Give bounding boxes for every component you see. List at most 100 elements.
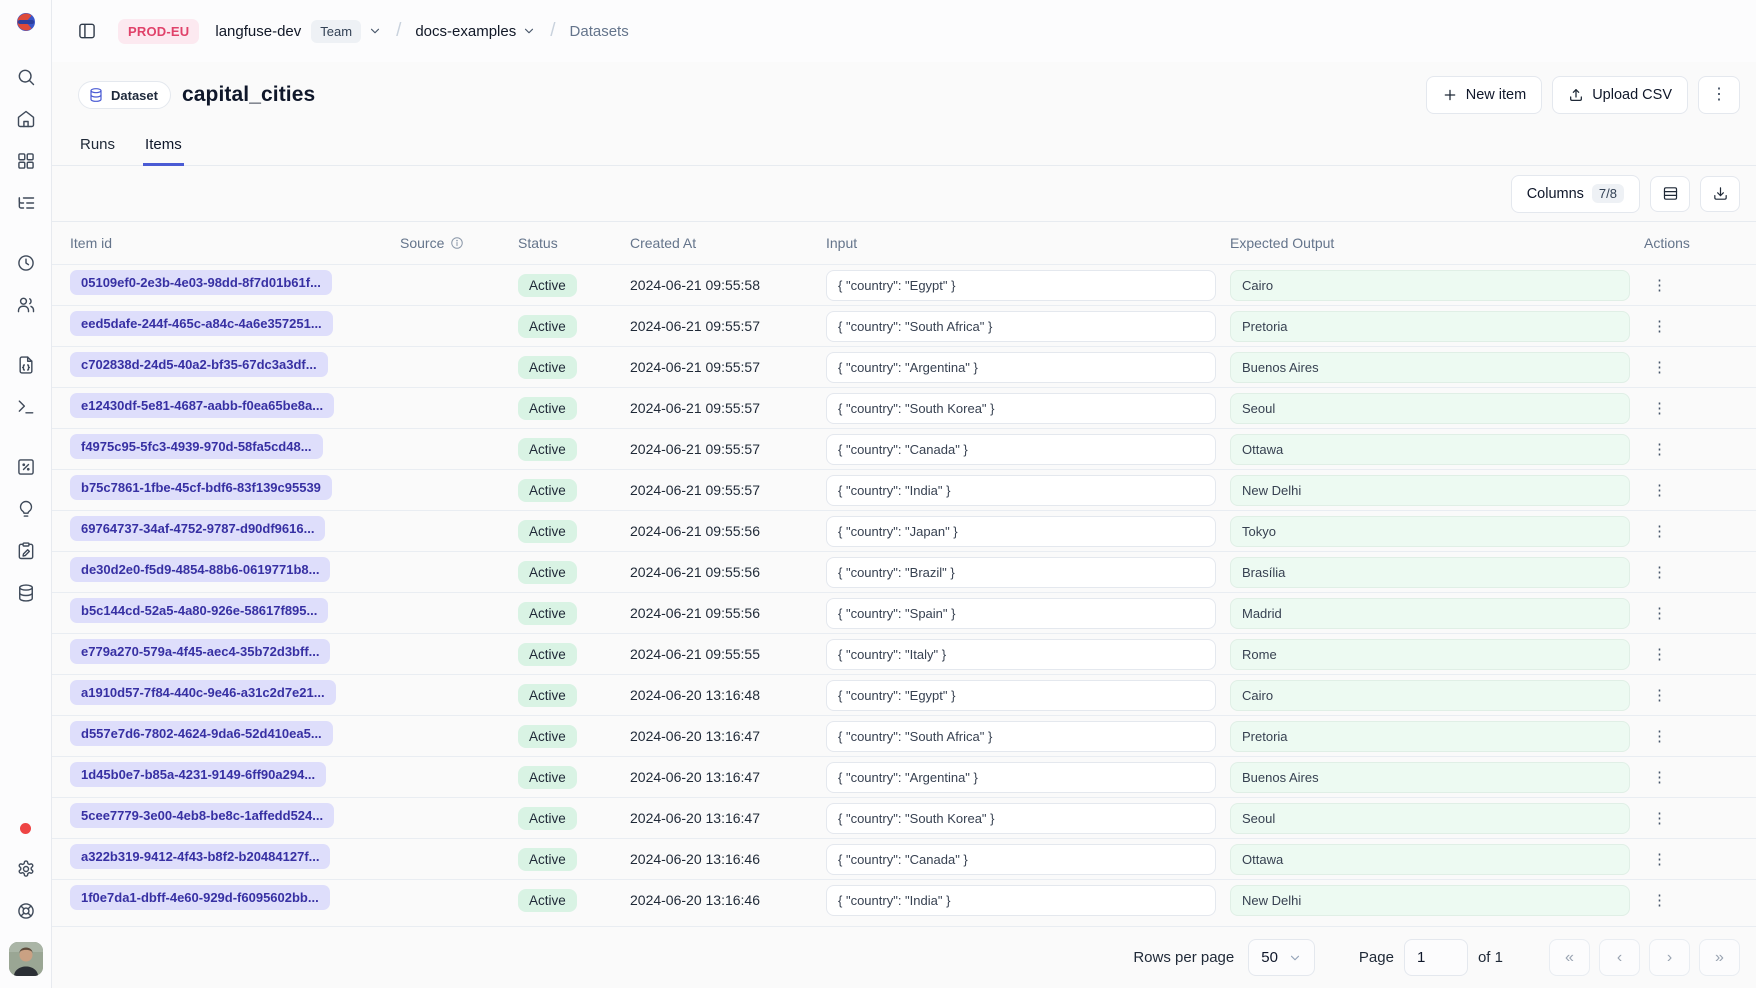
org-selector[interactable]: Team bbox=[311, 19, 382, 43]
tracing-tree-icon[interactable] bbox=[8, 185, 44, 221]
input-json-cell[interactable]: { "country": "South Africa" } bbox=[826, 310, 1216, 342]
row-actions-button[interactable]: ⋮ bbox=[1644, 889, 1675, 912]
row-actions-button[interactable]: ⋮ bbox=[1644, 643, 1675, 666]
row-actions-button[interactable]: ⋮ bbox=[1644, 479, 1675, 502]
item-id-link[interactable]: 5cee7779-3e00-4eb8-be8c-1affedd524... bbox=[70, 803, 335, 828]
item-id-link[interactable]: a322b319-9412-4f43-b8f2-b20484127f... bbox=[70, 844, 331, 869]
upload-csv-button[interactable]: Upload CSV bbox=[1552, 76, 1688, 114]
new-item-button[interactable]: New item bbox=[1425, 76, 1543, 114]
expected-output-cell[interactable]: Seoul bbox=[1230, 802, 1630, 834]
item-id-link[interactable]: b5c144cd-52a5-4a80-926e-58617f895... bbox=[70, 598, 329, 623]
org-name[interactable]: langfuse-dev bbox=[215, 22, 302, 40]
input-json-cell[interactable]: { "country": "South Korea" } bbox=[826, 392, 1216, 424]
user-avatar[interactable] bbox=[8, 942, 43, 976]
input-json-cell[interactable]: { "country": "India" } bbox=[826, 474, 1216, 506]
expected-output-cell[interactable]: Ottawa bbox=[1230, 843, 1630, 875]
input-json-cell[interactable]: { "country": "Spain" } bbox=[826, 597, 1216, 629]
row-actions-button[interactable]: ⋮ bbox=[1644, 397, 1675, 420]
expected-output-cell[interactable]: Tokyo bbox=[1230, 515, 1630, 547]
row-height-button[interactable] bbox=[1650, 175, 1690, 212]
settings-gear-icon[interactable] bbox=[8, 851, 44, 887]
rows-per-page-select[interactable]: 50 bbox=[1248, 939, 1315, 976]
expected-output-cell[interactable]: Ottawa bbox=[1230, 433, 1630, 465]
row-actions-button[interactable]: ⋮ bbox=[1644, 807, 1675, 830]
expected-output-cell[interactable]: New Delhi bbox=[1230, 884, 1630, 916]
row-actions-button[interactable]: ⋮ bbox=[1644, 438, 1675, 461]
expected-output-cell[interactable]: Brasília bbox=[1230, 556, 1630, 588]
input-json-cell[interactable]: { "country": "South Korea" } bbox=[826, 802, 1216, 834]
expected-output-cell[interactable]: Rome bbox=[1230, 638, 1630, 670]
status-badge: Active bbox=[518, 396, 577, 420]
breadcrumb-section[interactable]: Datasets bbox=[569, 22, 629, 40]
row-actions-button[interactable]: ⋮ bbox=[1644, 725, 1675, 748]
item-id-link[interactable]: a1910d57-7f84-440c-9e46-a31c2d7e21... bbox=[70, 680, 336, 705]
insights-lightbulb-icon[interactable] bbox=[8, 491, 44, 527]
row-actions-button[interactable]: ⋮ bbox=[1644, 766, 1675, 789]
input-json-cell[interactable]: { "country": "Argentina" } bbox=[826, 761, 1216, 793]
item-id-link[interactable]: e12430df-5e81-4687-aabb-f0ea65be8a... bbox=[70, 393, 335, 418]
expected-output-cell[interactable]: Seoul bbox=[1230, 392, 1630, 424]
expected-output-cell[interactable]: Cairo bbox=[1230, 679, 1630, 711]
input-json-cell[interactable]: { "country": "Japan" } bbox=[826, 515, 1216, 547]
expected-output-cell[interactable]: New Delhi bbox=[1230, 474, 1630, 506]
row-actions-button[interactable]: ⋮ bbox=[1644, 602, 1675, 625]
row-actions-button[interactable]: ⋮ bbox=[1644, 315, 1675, 338]
item-id-link[interactable]: f4975c95-5fc3-4939-970d-58fa5cd48... bbox=[70, 434, 323, 459]
previous-page-button[interactable]: ‹ bbox=[1599, 939, 1640, 976]
annotation-clipboard-icon[interactable] bbox=[8, 533, 44, 569]
item-id-link[interactable]: e779a270-579a-4f45-aec4-35b72d3bff... bbox=[70, 639, 331, 664]
item-id-link[interactable]: 69764737-34af-4752-9787-d90df9616... bbox=[70, 516, 326, 541]
dashboard-icon[interactable] bbox=[8, 143, 44, 179]
home-icon[interactable] bbox=[8, 101, 44, 137]
item-id-link[interactable]: 05109ef0-2e3b-4e03-98dd-8f7d01b61f... bbox=[70, 270, 332, 295]
tab-runs[interactable]: Runs bbox=[80, 136, 116, 153]
item-id-link[interactable]: eed5dafe-244f-465c-a84c-4a6e357251... bbox=[70, 311, 333, 336]
input-json-cell[interactable]: { "country": "South Africa" } bbox=[826, 720, 1216, 752]
expected-output-cell[interactable]: Cairo bbox=[1230, 269, 1630, 301]
row-actions-button[interactable]: ⋮ bbox=[1644, 356, 1675, 379]
input-json-cell[interactable]: { "country": "Canada" } bbox=[826, 843, 1216, 875]
columns-button[interactable]: Columns 7/8 bbox=[1510, 174, 1640, 213]
input-json-cell[interactable]: { "country": "Egypt" } bbox=[826, 679, 1216, 711]
input-json-cell[interactable]: { "country": "Egypt" } bbox=[826, 269, 1216, 301]
prompts-file-icon[interactable] bbox=[8, 347, 44, 383]
kebab-icon: ⋮ bbox=[1652, 768, 1667, 786]
expected-output-cell[interactable]: Buenos Aires bbox=[1230, 351, 1630, 383]
row-actions-button[interactable]: ⋮ bbox=[1644, 520, 1675, 543]
expected-output-cell[interactable]: Madrid bbox=[1230, 597, 1630, 629]
row-actions-button[interactable]: ⋮ bbox=[1644, 684, 1675, 707]
tab-items[interactable]: Items bbox=[143, 128, 184, 166]
support-lifebuoy-icon[interactable] bbox=[8, 893, 44, 929]
first-page-button[interactable]: « bbox=[1549, 939, 1590, 976]
sessions-clock-icon[interactable] bbox=[8, 245, 44, 281]
search-icon[interactable] bbox=[8, 59, 44, 95]
input-json-cell[interactable]: { "country": "Canada" } bbox=[826, 433, 1216, 465]
row-actions-button[interactable]: ⋮ bbox=[1644, 561, 1675, 584]
item-id-link[interactable]: de30d2e0-f5d9-4854-88b6-0619771b8... bbox=[70, 557, 331, 582]
input-json-cell[interactable]: { "country": "India" } bbox=[826, 884, 1216, 916]
input-json-cell[interactable]: { "country": "Brazil" } bbox=[826, 556, 1216, 588]
item-id-link[interactable]: c702838d-24d5-40a2-bf35-67dc3a3df... bbox=[70, 352, 328, 377]
input-json-cell[interactable]: { "country": "Argentina" } bbox=[826, 351, 1216, 383]
page-number-input[interactable] bbox=[1403, 939, 1468, 976]
expected-output-cell[interactable]: Buenos Aires bbox=[1230, 761, 1630, 793]
sidebar-toggle-button[interactable] bbox=[70, 14, 104, 48]
breadcrumb-project-selector[interactable]: docs-examples bbox=[415, 23, 536, 40]
expected-output-cell[interactable]: Pretoria bbox=[1230, 310, 1630, 342]
last-page-button[interactable]: » bbox=[1699, 939, 1740, 976]
item-id-link[interactable]: 1d45b0e7-b85a-4231-9149-6ff90a294... bbox=[70, 762, 327, 787]
input-json-cell[interactable]: { "country": "Italy" } bbox=[826, 638, 1216, 670]
item-id-link[interactable]: 1f0e7da1-dbff-4e60-929d-f6095602bb... bbox=[70, 885, 330, 910]
playground-terminal-icon[interactable] bbox=[8, 389, 44, 425]
next-page-button[interactable]: › bbox=[1649, 939, 1690, 976]
export-download-button[interactable] bbox=[1700, 175, 1740, 212]
item-id-link[interactable]: d557e7d6-7802-4624-9da6-52d410ea5... bbox=[70, 721, 333, 746]
item-id-link[interactable]: b75c7861-1fbe-45cf-bdf6-83f139c95539 bbox=[70, 475, 332, 500]
evaluation-percent-icon[interactable] bbox=[8, 449, 44, 485]
row-actions-button[interactable]: ⋮ bbox=[1644, 274, 1675, 297]
expected-output-cell[interactable]: Pretoria bbox=[1230, 720, 1630, 752]
datasets-database-icon[interactable] bbox=[8, 575, 44, 611]
header-kebab-menu-button[interactable]: ⋮ bbox=[1698, 76, 1740, 114]
users-icon[interactable] bbox=[8, 287, 44, 323]
row-actions-button[interactable]: ⋮ bbox=[1644, 848, 1675, 871]
